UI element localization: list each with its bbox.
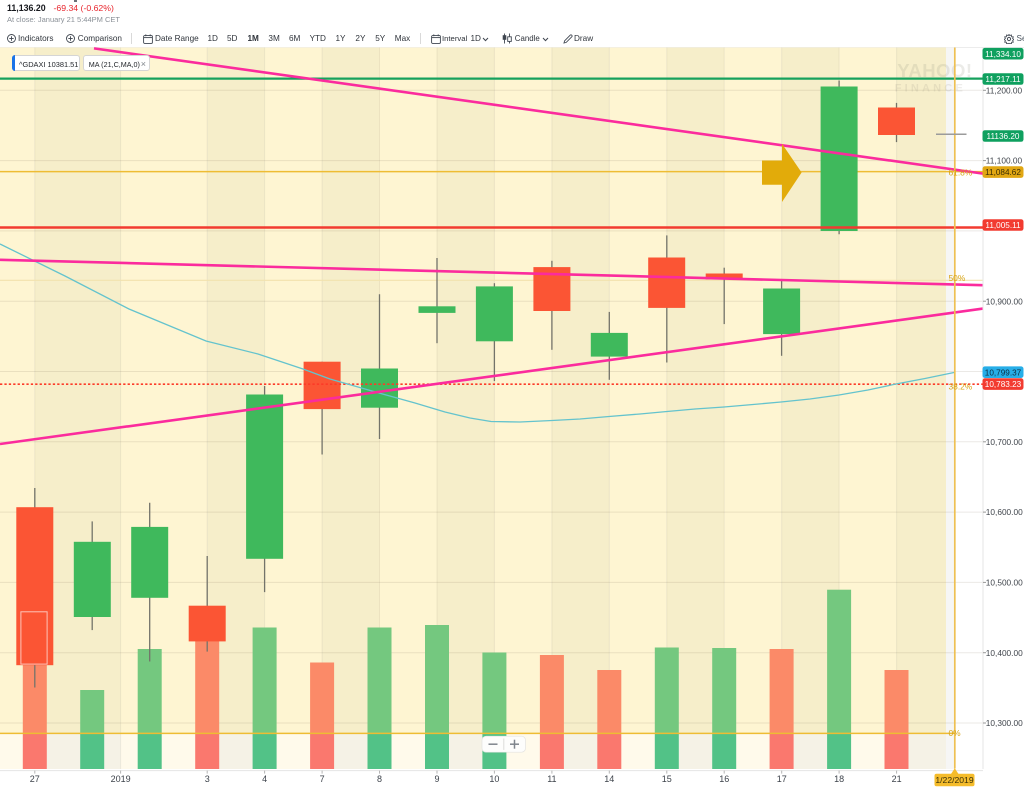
svg-text:10,300.00: 10,300.00	[986, 718, 1023, 728]
svg-text:11: 11	[547, 774, 556, 784]
svg-text:11,334.10: 11,334.10	[985, 50, 1021, 59]
svg-text:10,900.00: 10,900.00	[986, 296, 1023, 306]
svg-text:11,200.00: 11,200.00	[986, 85, 1023, 95]
svg-text:11,217.11: 11,217.11	[985, 75, 1021, 84]
svg-text:10,600.00: 10,600.00	[986, 507, 1023, 517]
svg-text:21: 21	[892, 774, 902, 784]
svg-text:9: 9	[434, 774, 439, 784]
svg-text:17: 17	[777, 774, 787, 784]
svg-text:50%: 50%	[949, 273, 966, 283]
svg-text:14: 14	[604, 774, 614, 784]
svg-text:10: 10	[489, 774, 499, 784]
svg-text:18: 18	[834, 774, 844, 784]
svg-text:1/22/2019: 1/22/2019	[935, 775, 973, 785]
svg-text:2019: 2019	[111, 774, 131, 784]
svg-text:61.8%: 61.8%	[949, 167, 973, 177]
svg-text:38.2%: 38.2%	[949, 382, 973, 392]
svg-text:7: 7	[320, 774, 325, 784]
svg-text:11,005.11: 11,005.11	[985, 221, 1021, 230]
svg-text:10,400.00: 10,400.00	[986, 648, 1023, 658]
svg-text:10,783.23: 10,783.23	[985, 380, 1022, 389]
svg-text:11,100.00: 11,100.00	[986, 156, 1023, 166]
svg-text:8: 8	[377, 774, 382, 784]
svg-text:10,799.37: 10,799.37	[985, 368, 1022, 377]
svg-text:FINANCE: FINANCE	[895, 83, 966, 95]
svg-text:16: 16	[719, 774, 729, 784]
svg-text:10,700.00: 10,700.00	[986, 437, 1023, 447]
svg-text:11136.20: 11136.20	[987, 132, 1020, 141]
svg-text:0%: 0%	[949, 728, 962, 738]
svg-text:3: 3	[205, 774, 210, 784]
svg-text:10,500.00: 10,500.00	[986, 578, 1023, 588]
svg-text:11,084.62: 11,084.62	[985, 168, 1021, 177]
svg-text:15: 15	[662, 774, 672, 784]
svg-text:YAHOO!: YAHOO!	[897, 60, 972, 81]
svg-text:27: 27	[30, 774, 40, 784]
svg-text:4: 4	[262, 774, 267, 784]
